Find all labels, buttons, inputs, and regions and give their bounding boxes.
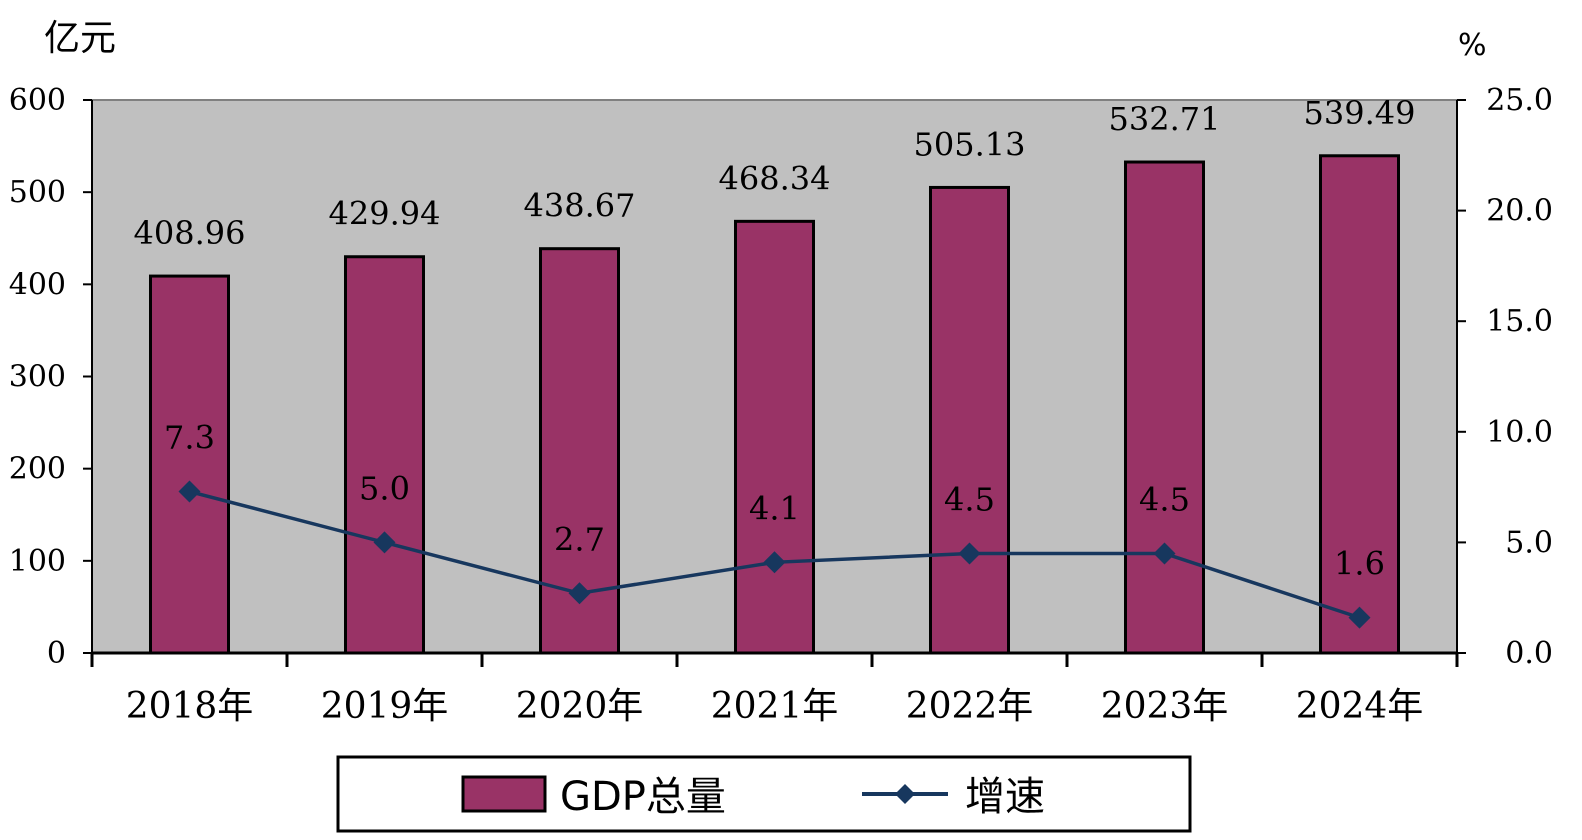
y-right-tick-label: 15.0 — [1486, 304, 1553, 339]
bar-value-label: 532.71 — [1109, 100, 1221, 138]
line-marker — [1348, 606, 1371, 629]
legend-bar-swatch — [461, 775, 547, 813]
bar — [929, 185, 1010, 655]
bar — [1124, 160, 1205, 655]
line-value-label: 4.5 — [944, 480, 995, 518]
line-marker — [568, 582, 591, 605]
bar-value-label: 429.94 — [329, 195, 441, 233]
legend: GDP总量 增速 — [336, 755, 1192, 833]
y-left-tick-label: 100 — [9, 544, 66, 579]
line-marker — [178, 480, 201, 503]
y-right-tick-label: 5.0 — [1505, 525, 1553, 560]
y-left-axis: 0 100 200 300 400 500 600 — [9, 83, 93, 671]
y-left-tick-label: 0 — [47, 636, 66, 671]
x-tick-label: 2024年 — [1296, 686, 1424, 727]
x-tick-label: 2023年 — [1101, 686, 1229, 727]
y-right-axis: 0.0 5.0 10.0 15.0 20.0 25.0 — [1456, 83, 1553, 671]
bar-value-label: 408.96 — [134, 214, 246, 252]
x-axis: 2018年 2019年 2020年 2021年 2022年 2023年 2024年 — [90, 651, 1459, 727]
x-tick-label: 2018年 — [126, 686, 254, 727]
y-right-tick-label: 10.0 — [1486, 415, 1553, 450]
bar-data-labels: 408.96 429.94 438.67 468.34 505.13 532.71 539.… — [134, 94, 1416, 252]
bar-value-label: 438.67 — [524, 187, 636, 225]
x-tick-label: 2019年 — [321, 686, 449, 727]
bar-value-label: 505.13 — [914, 125, 1026, 163]
line-value-label: 5.0 — [359, 469, 410, 507]
line-marker — [958, 542, 981, 565]
y-right-tick-label: 0.0 — [1505, 636, 1553, 671]
bar — [734, 219, 815, 655]
y-left-tick-label: 600 — [9, 83, 66, 118]
line-value-label: 1.6 — [1334, 545, 1385, 583]
x-tick-label: 2021年 — [711, 686, 839, 727]
x-tick-label: 2022年 — [906, 686, 1034, 727]
line-value-label: 4.5 — [1139, 480, 1190, 518]
y-left-unit: 亿元 — [44, 18, 116, 59]
line-value-label: 7.3 — [164, 419, 215, 457]
bar-value-label: 539.49 — [1304, 94, 1416, 132]
line-value-label: 2.7 — [554, 520, 605, 558]
y-left-tick-label: 400 — [9, 267, 66, 302]
legend-bar-label: GDP总量 — [560, 774, 726, 820]
bar — [1319, 154, 1400, 655]
line-value-label: 4.1 — [749, 489, 800, 527]
y-left-tick-label: 200 — [9, 452, 66, 487]
legend-line-label: 增速 — [965, 774, 1045, 820]
bar — [149, 274, 230, 655]
line-series — [178, 480, 1371, 629]
x-tick-label: 2020年 — [516, 686, 644, 727]
y-right-tick-label: 20.0 — [1486, 194, 1553, 229]
y-right-unit: % — [1458, 28, 1487, 63]
line-data-labels: 7.3 5.0 2.7 4.1 4.5 4.5 1.6 — [164, 419, 1385, 583]
line-marker — [373, 531, 396, 554]
bar-value-label: 468.34 — [719, 159, 831, 197]
y-right-tick-label: 25.0 — [1486, 83, 1553, 118]
bar — [344, 255, 425, 655]
legend-line-marker — [895, 784, 915, 804]
line-marker — [763, 551, 786, 574]
y-left-tick-label: 300 — [9, 360, 66, 395]
y-left-tick-label: 500 — [9, 175, 66, 210]
line-marker — [1153, 542, 1176, 565]
